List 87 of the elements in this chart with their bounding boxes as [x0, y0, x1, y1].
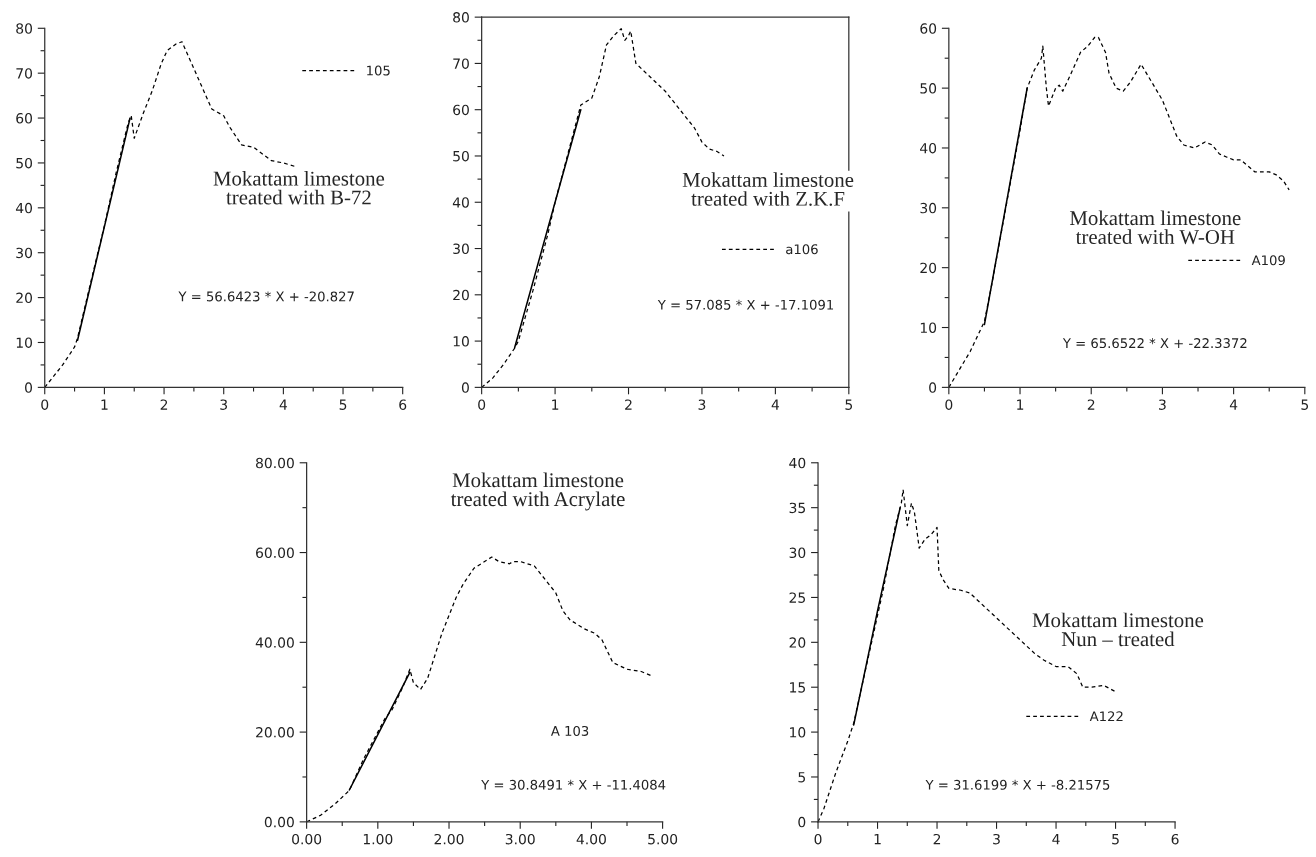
y-tick-label: 20 [920, 262, 937, 274]
y-tick-label: 80 [16, 23, 33, 34]
x-tick-label: 3 [220, 399, 228, 410]
y-tick-label: 0 [929, 382, 937, 393]
x-tick-label: 5 [1112, 834, 1119, 845]
y-tick-label: 20 [789, 637, 806, 648]
y-tick-label: 0.00 [264, 816, 294, 828]
text: Mokattam limestone treated with B-72 [213, 170, 385, 205]
y-tick-label: 0 [25, 382, 33, 393]
text: Mokattam limestone Nun – treated [1032, 612, 1204, 647]
x-tick-label: 1 [1017, 399, 1024, 410]
text: Mokattam limestone treated with Z.K.F [682, 172, 854, 206]
line-series [948, 36, 1290, 388]
legend-label: 105 [367, 65, 390, 76]
y-tick-label: 10 [453, 336, 469, 347]
text: Mokattam limestone treated with W-OH [1069, 210, 1241, 245]
x-tick-label: 2 [1087, 399, 1095, 410]
y-tick-label: 50 [453, 150, 469, 162]
y-tick-label: 60 [16, 113, 33, 124]
x-tick-label: 5 [845, 399, 853, 410]
y-tick-label: 10 [790, 727, 806, 738]
x-tick-label: 6 [399, 399, 407, 410]
x-tick-label: 0 [41, 399, 49, 410]
legend-label: A109 [1251, 255, 1285, 266]
x-tick-label: 4 [1229, 399, 1238, 410]
y-tick-label: 40 [789, 457, 806, 469]
y-tick-label: 20.00 [256, 727, 294, 738]
y-tick-label: 30 [453, 243, 469, 254]
x-tick-label: 2.00 [434, 833, 464, 845]
legend-label: A122 [1089, 711, 1123, 722]
legend-label: a106 [786, 244, 818, 255]
x-tick-label: 4.00 [576, 833, 606, 845]
annotation: Y = 57.085 * X + -17.1091 [657, 299, 834, 310]
x-tick-label: 5 [339, 399, 347, 410]
x-tick-label: 1 [874, 834, 881, 845]
y-tick-label: 15 [790, 682, 806, 693]
y-tick-label: 35 [789, 502, 806, 514]
x-tick-label: 0 [945, 399, 953, 410]
x-tick-label: 5 [1301, 399, 1309, 410]
x-tick-label: 2 [933, 833, 941, 845]
y-tick-label: 0 [461, 382, 469, 393]
y-tick-label: 40.00 [255, 637, 294, 648]
y-tick-label: 80 [453, 12, 469, 23]
annotation: Y = 30.8491 * X + -11.4084 [481, 779, 666, 790]
annotation: Y = 56.6423 * X + -20.827 [178, 291, 354, 302]
x-tick-label: 4 [1052, 834, 1060, 845]
y-tick-label: 70 [16, 68, 33, 79]
y-tick-label: 40 [920, 142, 937, 154]
y-tick-label: 10 [16, 337, 33, 348]
x-tick-label: 1 [101, 399, 108, 410]
x-tick-label: 0 [478, 399, 486, 410]
annotation: A 103 [550, 725, 589, 736]
y-tick-label: 60.00 [256, 547, 294, 559]
x-tick-label: 4 [279, 399, 288, 410]
y-tick-label: 10 [920, 322, 937, 333]
x-tick-label: 6 [1171, 833, 1179, 845]
x-tick-label: 2 [160, 399, 168, 410]
y-tick-label: 50 [920, 83, 937, 94]
y-tick-label: 40 [452, 197, 469, 208]
y-tick-label: 50 [16, 157, 33, 169]
x-tick-label: 5.00 [648, 833, 678, 845]
y-tick-label: 5 [798, 772, 806, 783]
y-tick-label: 60 [920, 23, 937, 34]
y-tick-label: 60 [453, 104, 469, 116]
y-tick-label: 30 [16, 247, 33, 259]
x-tick-label: 4 [771, 399, 780, 410]
y-tick-label: 20 [16, 292, 33, 304]
x-tick-label: 2 [625, 399, 632, 410]
x-tick-label: 3 [993, 833, 1000, 845]
y-tick-label: 30 [789, 547, 806, 559]
annotation: Y = 31.6199 * X + -8.21575 [925, 779, 1110, 790]
x-tick-label: 0.00 [292, 833, 322, 845]
y-tick-label: 0 [798, 816, 806, 828]
x-tick-label: 1.00 [363, 833, 393, 845]
y-tick-label: 40 [15, 202, 33, 214]
annotation: Y = 65.6522 * X + -22.3372 [1062, 338, 1247, 349]
y-tick-label: 20 [453, 289, 469, 301]
y-tick-label: 70 [453, 58, 469, 69]
x-tick-label: 3 [1159, 399, 1166, 410]
text: Mokattam limestone treated with Acrylate [450, 472, 625, 511]
y-tick-label: 30 [920, 202, 937, 214]
x-tick-label: 1 [552, 399, 559, 410]
x-tick-label: 3 [698, 399, 706, 410]
y-tick-label: 80.00 [256, 457, 294, 469]
x-tick-label: 3.00 [505, 833, 535, 845]
x-tick-label: 0 [814, 833, 822, 845]
y-tick-label: 25 [789, 592, 806, 603]
